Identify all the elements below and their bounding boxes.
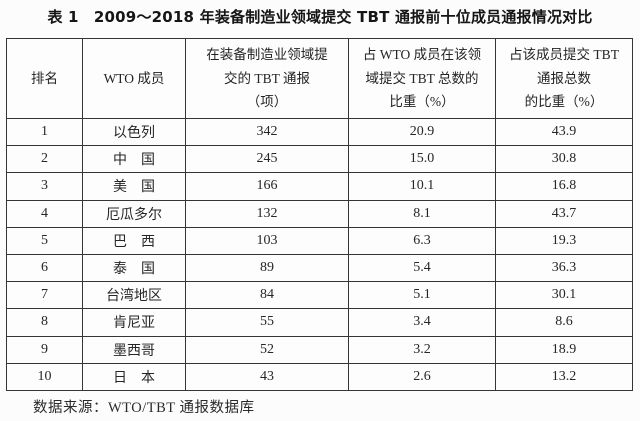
cell-share-of-field: 5.4 bbox=[348, 253, 496, 283]
cell-rank: 6 bbox=[6, 253, 83, 283]
table-row: 3 美 国 166 10.1 16.8 bbox=[6, 172, 633, 201]
cell-count: 52 bbox=[185, 335, 349, 364]
table-row: 5 巴 西 103 6.3 19.3 bbox=[6, 226, 633, 255]
cell-share-of-member: 30.1 bbox=[495, 281, 633, 310]
cell-rank: 4 bbox=[6, 199, 83, 228]
header-wto-member: WTO 成员 bbox=[82, 38, 186, 119]
cell-member: 巴 西 bbox=[82, 226, 186, 255]
cell-share-of-field: 3.2 bbox=[348, 335, 496, 364]
cell-share-of-member: 18.9 bbox=[495, 335, 633, 364]
table-row: 1 以色列 342 20.9 43.9 bbox=[6, 117, 633, 147]
cell-count: 342 bbox=[185, 117, 349, 147]
cell-share-of-member: 19.3 bbox=[495, 226, 633, 255]
header-share-of-field-line2: 域提交 TBT 总数的 bbox=[365, 70, 479, 86]
cell-rank: 2 bbox=[6, 145, 83, 174]
cell-share-of-field: 15.0 bbox=[348, 145, 496, 174]
cell-rank: 3 bbox=[6, 172, 83, 201]
cell-share-of-member: 16.8 bbox=[495, 172, 633, 201]
table-row: 8 肯尼亚 55 3.4 8.6 bbox=[6, 308, 633, 337]
cell-share-of-member: 43.9 bbox=[495, 117, 633, 147]
cell-share-of-field: 3.4 bbox=[348, 308, 496, 337]
cell-count: 84 bbox=[185, 281, 349, 310]
cell-count: 89 bbox=[185, 253, 349, 283]
cell-rank: 5 bbox=[6, 226, 83, 255]
cell-share-of-member: 8.6 bbox=[495, 308, 633, 337]
header-notification-count-line2: 交的 TBT 通报 bbox=[223, 70, 310, 86]
header-notification-count-line3: （项） bbox=[246, 94, 288, 110]
cell-share-of-field: 2.6 bbox=[348, 362, 496, 391]
cell-share-of-field: 20.9 bbox=[348, 117, 496, 147]
cell-member: 美 国 bbox=[82, 172, 186, 201]
cell-member: 日 本 bbox=[82, 362, 186, 391]
header-share-of-member-line2: 通报总数 bbox=[537, 70, 591, 86]
cell-member: 台湾地区 bbox=[82, 281, 186, 310]
cell-rank: 7 bbox=[6, 281, 83, 310]
table-row: 10 日 本 43 2.6 13.2 bbox=[6, 362, 633, 391]
header-share-of-member-line1: 占该成员提交 TBT bbox=[509, 47, 619, 63]
cell-share-of-member: 30.8 bbox=[495, 145, 633, 174]
cell-share-of-member: 43.7 bbox=[495, 199, 633, 228]
cell-member: 肯尼亚 bbox=[82, 308, 186, 337]
header-notification-count: 在装备制造业领域提 交的 TBT 通报 （项） bbox=[185, 38, 349, 119]
table-row: 4 厄瓜多尔 132 8.1 43.7 bbox=[6, 199, 633, 228]
cell-rank: 1 bbox=[6, 117, 83, 147]
header-share-of-member-line3: 的比重（%） bbox=[524, 94, 604, 110]
cell-count: 166 bbox=[185, 172, 349, 201]
header-rank: 排名 bbox=[6, 38, 83, 119]
cell-rank: 9 bbox=[6, 335, 83, 364]
table-row: 6 泰 国 89 5.4 36.3 bbox=[6, 253, 633, 283]
cell-rank: 8 bbox=[6, 308, 83, 337]
header-share-of-member: 占该成员提交 TBT 通报总数 的比重（%） bbox=[495, 38, 633, 119]
cell-count: 103 bbox=[185, 226, 349, 255]
table-row: 9 墨西哥 52 3.2 18.9 bbox=[6, 335, 633, 364]
tbt-notifications-table: 排名 WTO 成员 在装备制造业领域提 交的 TBT 通报 （项） 占 WTO … bbox=[6, 38, 633, 391]
cell-member: 厄瓜多尔 bbox=[82, 199, 186, 228]
cell-count: 245 bbox=[185, 145, 349, 174]
table-title: 表 1 2009～2018 年装备制造业领域提交 TBT 通报前十位成员通报情况… bbox=[47, 8, 593, 26]
cell-share-of-field: 8.1 bbox=[348, 199, 496, 228]
cell-member: 泰 国 bbox=[82, 253, 186, 283]
data-source-note: 数据来源：WTO/TBT 通报数据库 bbox=[33, 400, 255, 416]
table-row: 7 台湾地区 84 5.1 30.1 bbox=[6, 281, 633, 310]
cell-share-of-member: 36.3 bbox=[495, 253, 633, 283]
cell-count: 43 bbox=[185, 362, 349, 391]
table-header-row: 排名 WTO 成员 在装备制造业领域提 交的 TBT 通报 （项） 占 WTO … bbox=[6, 38, 633, 119]
cell-share-of-field: 10.1 bbox=[348, 172, 496, 201]
cell-member: 中 国 bbox=[82, 145, 186, 174]
cell-share-of-member: 13.2 bbox=[495, 362, 633, 391]
cell-member: 以色列 bbox=[82, 117, 186, 147]
header-share-of-field: 占 WTO 成员在该领 域提交 TBT 总数的 比重（%） bbox=[348, 38, 496, 119]
cell-count: 55 bbox=[185, 308, 349, 337]
cell-member: 墨西哥 bbox=[82, 335, 186, 364]
header-share-of-field-line3: 比重（%） bbox=[389, 94, 455, 110]
header-notification-count-line1: 在装备制造业领域提 bbox=[206, 47, 328, 63]
table-row: 2 中 国 245 15.0 30.8 bbox=[6, 145, 633, 174]
cell-share-of-field: 6.3 bbox=[348, 226, 496, 255]
cell-rank: 10 bbox=[6, 362, 83, 391]
cell-count: 132 bbox=[185, 199, 349, 228]
header-share-of-field-line1: 占 WTO 成员在该领 bbox=[362, 47, 482, 63]
cell-share-of-field: 5.1 bbox=[348, 281, 496, 310]
